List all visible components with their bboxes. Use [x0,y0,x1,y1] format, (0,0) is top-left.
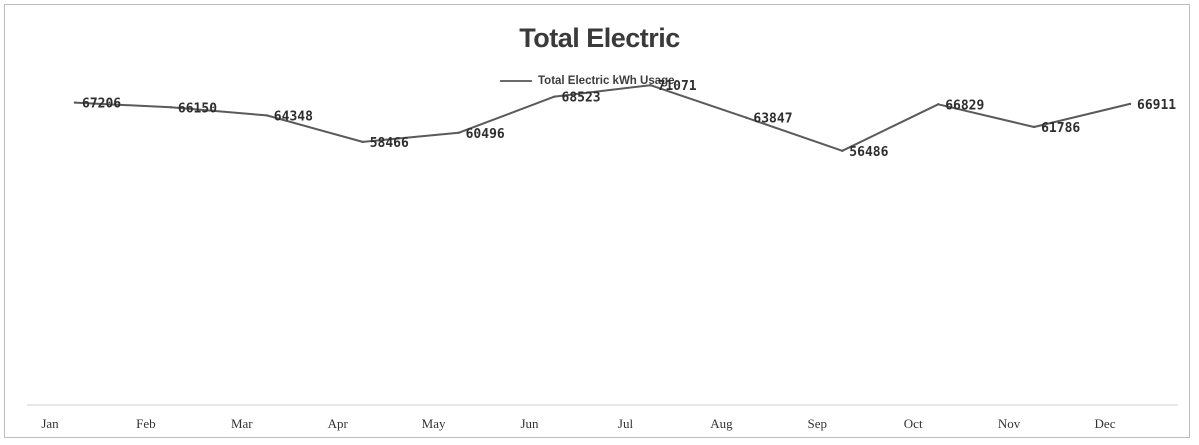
legend: Total Electric kWh Usage [500,75,675,87]
data-point-jun [553,95,556,98]
data-label-mar: 64348 [274,109,313,124]
data-label-jan: 67206 [82,97,121,112]
series-line-group [73,83,1132,153]
data-label-dec: 66911 [1137,98,1176,113]
data-point-aug [745,116,748,119]
data-label-nov: 61786 [1041,121,1080,136]
x-tick-jul: Jul [618,416,634,431]
x-tick-nov: Nov [998,416,1021,431]
x-tick-dec: Dec [1095,416,1116,431]
x-tick-feb: Feb [136,416,156,431]
x-tick-oct: Oct [904,416,923,431]
x-tick-jan: Jan [41,416,59,431]
data-label-feb: 66150 [178,101,217,116]
data-point-oct [937,103,940,106]
data-point-feb [169,106,173,109]
legend-label: Total Electric kWh Usage [538,75,675,87]
data-point-mar [265,114,268,117]
data-label-jun: 68523 [562,91,601,106]
x-tick-mar: Mar [231,416,253,431]
chart-title: Total Electric [519,23,680,53]
x-tick-aug: Aug [710,416,733,431]
x-tick-group: Jan Feb Mar Apr May Jun Jul Aug Sep Oct Nov Dec [41,416,1115,431]
x-tick-may: May [422,416,446,431]
x-tick-sep: Sep [808,416,828,431]
data-label-jul: 71071 [658,79,697,94]
data-label-oct: 66829 [945,98,984,113]
data-label-sep: 56486 [849,145,888,160]
data-point-dec [1128,102,1132,106]
data-label-group: 67206 66150 64348 58466 60496 68523 71071 63847… [82,79,1176,160]
data-point-jul [649,83,652,87]
series-line-total-electric [74,84,1131,152]
x-tick-apr: Apr [328,416,349,431]
data-label-may: 60496 [466,127,505,142]
data-point-sep [841,149,844,153]
legend-line-swatch [500,80,532,82]
chart-frame [4,4,1190,438]
data-point-jan [73,101,77,104]
data-label-aug: 63847 [753,112,792,127]
x-tick-jun: Jun [520,416,539,431]
data-point-apr [361,140,364,144]
data-point-may [457,131,460,134]
data-point-nov [1032,125,1036,129]
data-label-apr: 58466 [370,136,409,151]
